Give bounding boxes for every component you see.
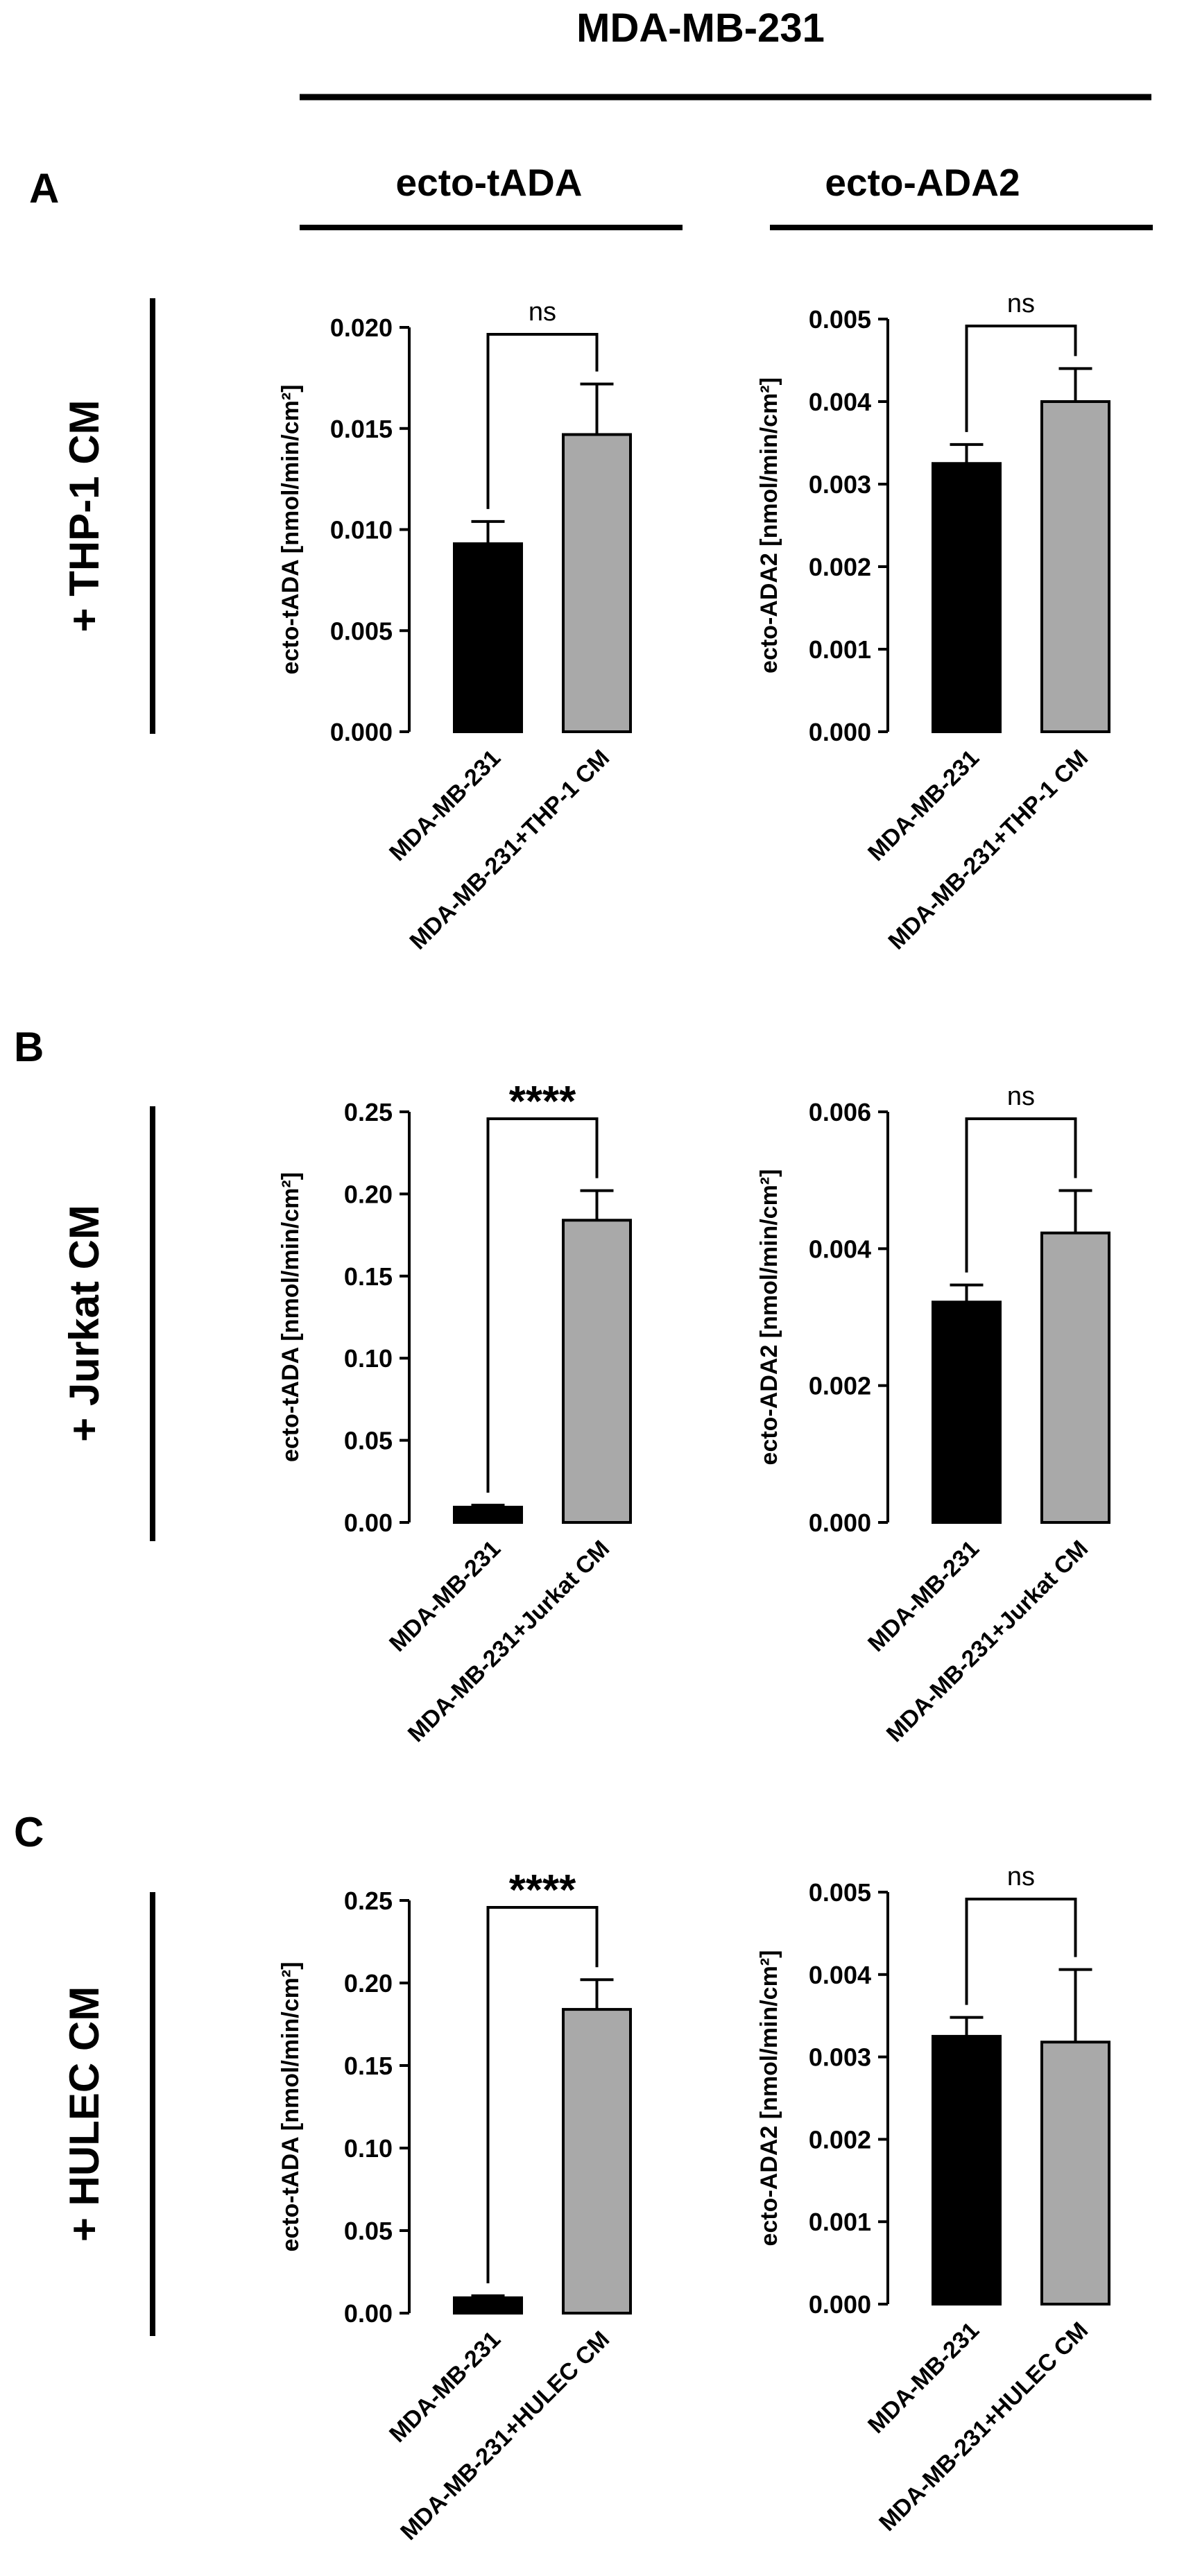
x-tick-label: MDA-MB-231+Jurkat CM [403,1536,615,1747]
significance-label: **** [509,1866,576,1914]
y-tick-label: 0.005 [809,305,871,334]
bar-treated [562,2008,632,2315]
significance-bracket [486,1906,599,2284]
x-tick-label: MDA-MB-231+HULEC CM [395,2326,615,2545]
y-tick-label: 0.000 [330,718,393,746]
significance-bracket [486,1117,599,1493]
y-tick-label: 0.004 [809,388,871,416]
y-tick-label: 0.25 [344,1098,393,1126]
y-tick-label: 0.010 [330,516,393,544]
x-tick-label: MDA-MB-231+THP-1 CM [404,745,615,955]
y-tick-label: 0.002 [809,553,871,581]
y-axis-label: ecto-ADA2 [nmol/min/cm²] [756,1950,782,2247]
chart-b-ecto-tada: 0.00 0.05 0.10 0.15 0.20 0.25 ecto-tADA [nmol/… [277,1078,632,1747]
x-tick-label: MDA-MB-231 [863,2317,984,2439]
y-tick-label: 0.20 [344,1180,393,1208]
y-tick-label: 0.000 [809,2290,871,2319]
significance-label: ns [1007,1082,1035,1111]
y-tick-label: 0.00 [344,1509,393,1537]
y-tick-label: 0.004 [809,1235,871,1263]
significance-bracket [965,1117,1077,1273]
significance-label: **** [509,1078,576,1126]
y-tick-label: 0.002 [809,1372,871,1400]
bar-control [932,1300,1002,1524]
cell-line-title: MDA-MB-231 [576,6,825,51]
x-tick-label: MDA-MB-231+HULEC CM [874,2317,1093,2536]
bar-control [453,1505,523,1524]
y-axis-label: ecto-ADA2 [nmol/min/cm²] [756,377,782,673]
chart-b-ecto-ada2: 0.000 0.002 0.004 0.006 ecto-ADA2 [nmol/min/… [756,1082,1110,1747]
row-label-a: + THP-1 CM [61,400,108,632]
y-tick-label: 0.000 [809,1509,871,1537]
row-label-b: + Jurkat CM [61,1205,108,1442]
significance-bracket [965,325,1077,432]
y-axis-label: ecto-tADA [nmol/min/cm²] [277,1172,304,1462]
y-tick-label: 0.10 [344,2134,393,2163]
x-tick-label: MDA-MB-231 [384,745,506,866]
significance-label: ns [1007,1862,1035,1891]
y-axis-label: ecto-tADA [nmol/min/cm²] [277,384,304,674]
x-tick-label: MDA-MB-231 [863,1536,984,1657]
x-tick-label: MDA-MB-231+THP-1 CM [883,745,1093,955]
y-axis-label: ecto-ADA2 [nmol/min/cm²] [756,1169,782,1466]
y-tick-label: 0.020 [330,314,393,342]
chart-a-ecto-ada2: 0.000 0.001 0.002 0.003 0.004 0.005 ecto-ADA2 … [756,289,1110,955]
y-tick-label: 0.001 [809,2208,871,2236]
significance-label: ns [529,298,556,327]
charts: 0.000 0.005 0.010 0.015 0.020 ecto-tADA [nmol… [277,289,1110,2545]
significance-bracket [965,1898,1077,2005]
y-tick-label: 0.001 [809,635,871,664]
x-tick-label: MDA-MB-231 [863,745,984,866]
y-tick-label: 0.20 [344,1969,393,1998]
y-tick-label: 0.000 [809,718,871,746]
y-tick-label: 0.003 [809,2043,871,2072]
y-tick-label: 0.05 [344,2217,393,2245]
y-tick-label: 0.015 [330,415,393,443]
y-tick-label: 0.003 [809,470,871,499]
y-tick-label: 0.10 [344,1344,393,1373]
column-title-tada: ecto-tADA [396,161,583,204]
bar-treated [1040,1231,1110,1524]
y-tick-label: 0.15 [344,1262,393,1291]
x-tick-label: MDA-MB-231 [384,2326,506,2448]
chart-c-ecto-ada2: 0.000 0.001 0.002 0.003 0.004 0.005 ecto-ADA2 … [756,1862,1110,2536]
y-tick-label: 0.005 [330,617,393,645]
y-tick-label: 0.002 [809,2125,871,2154]
x-tick-label: MDA-MB-231 [384,1536,506,1657]
y-axis-label: ecto-tADA [nmol/min/cm²] [277,1961,304,2251]
bar-treated [1040,2041,1110,2306]
significance-bracket [486,333,599,509]
y-tick-label: 0.005 [809,1878,871,1907]
panel-letter-b: B [14,1024,44,1070]
bar-treated [562,1219,632,1524]
bar-control [932,2034,1002,2305]
chart-c-ecto-tada: 0.00 0.05 0.10 0.15 0.20 0.25 ecto-tADA [nmol/… [277,1866,632,2545]
y-tick-label: 0.25 [344,1887,393,1915]
panel-letter-c: C [14,1809,44,1855]
bar-control [453,542,523,734]
bar-treated [1040,400,1110,733]
bar-treated [562,433,632,733]
bar-control [453,2296,523,2315]
row-label-c: + HULEC CM [61,1986,108,2242]
column-title-ada2: ecto-ADA2 [825,161,1020,204]
y-tick-label: 0.004 [809,1961,871,1989]
y-tick-label: 0.006 [809,1098,871,1126]
chart-a-ecto-tada: 0.000 0.005 0.010 0.015 0.020 ecto-tADA [nmol… [277,298,632,955]
y-tick-label: 0.05 [344,1427,393,1455]
bar-control [932,462,1002,733]
y-tick-label: 0.15 [344,2052,393,2080]
x-tick-label: MDA-MB-231+Jurkat CM [882,1536,1093,1747]
y-tick-label: 0.00 [344,2299,393,2328]
significance-label: ns [1007,289,1035,318]
panel-letter-a: A [29,165,59,212]
